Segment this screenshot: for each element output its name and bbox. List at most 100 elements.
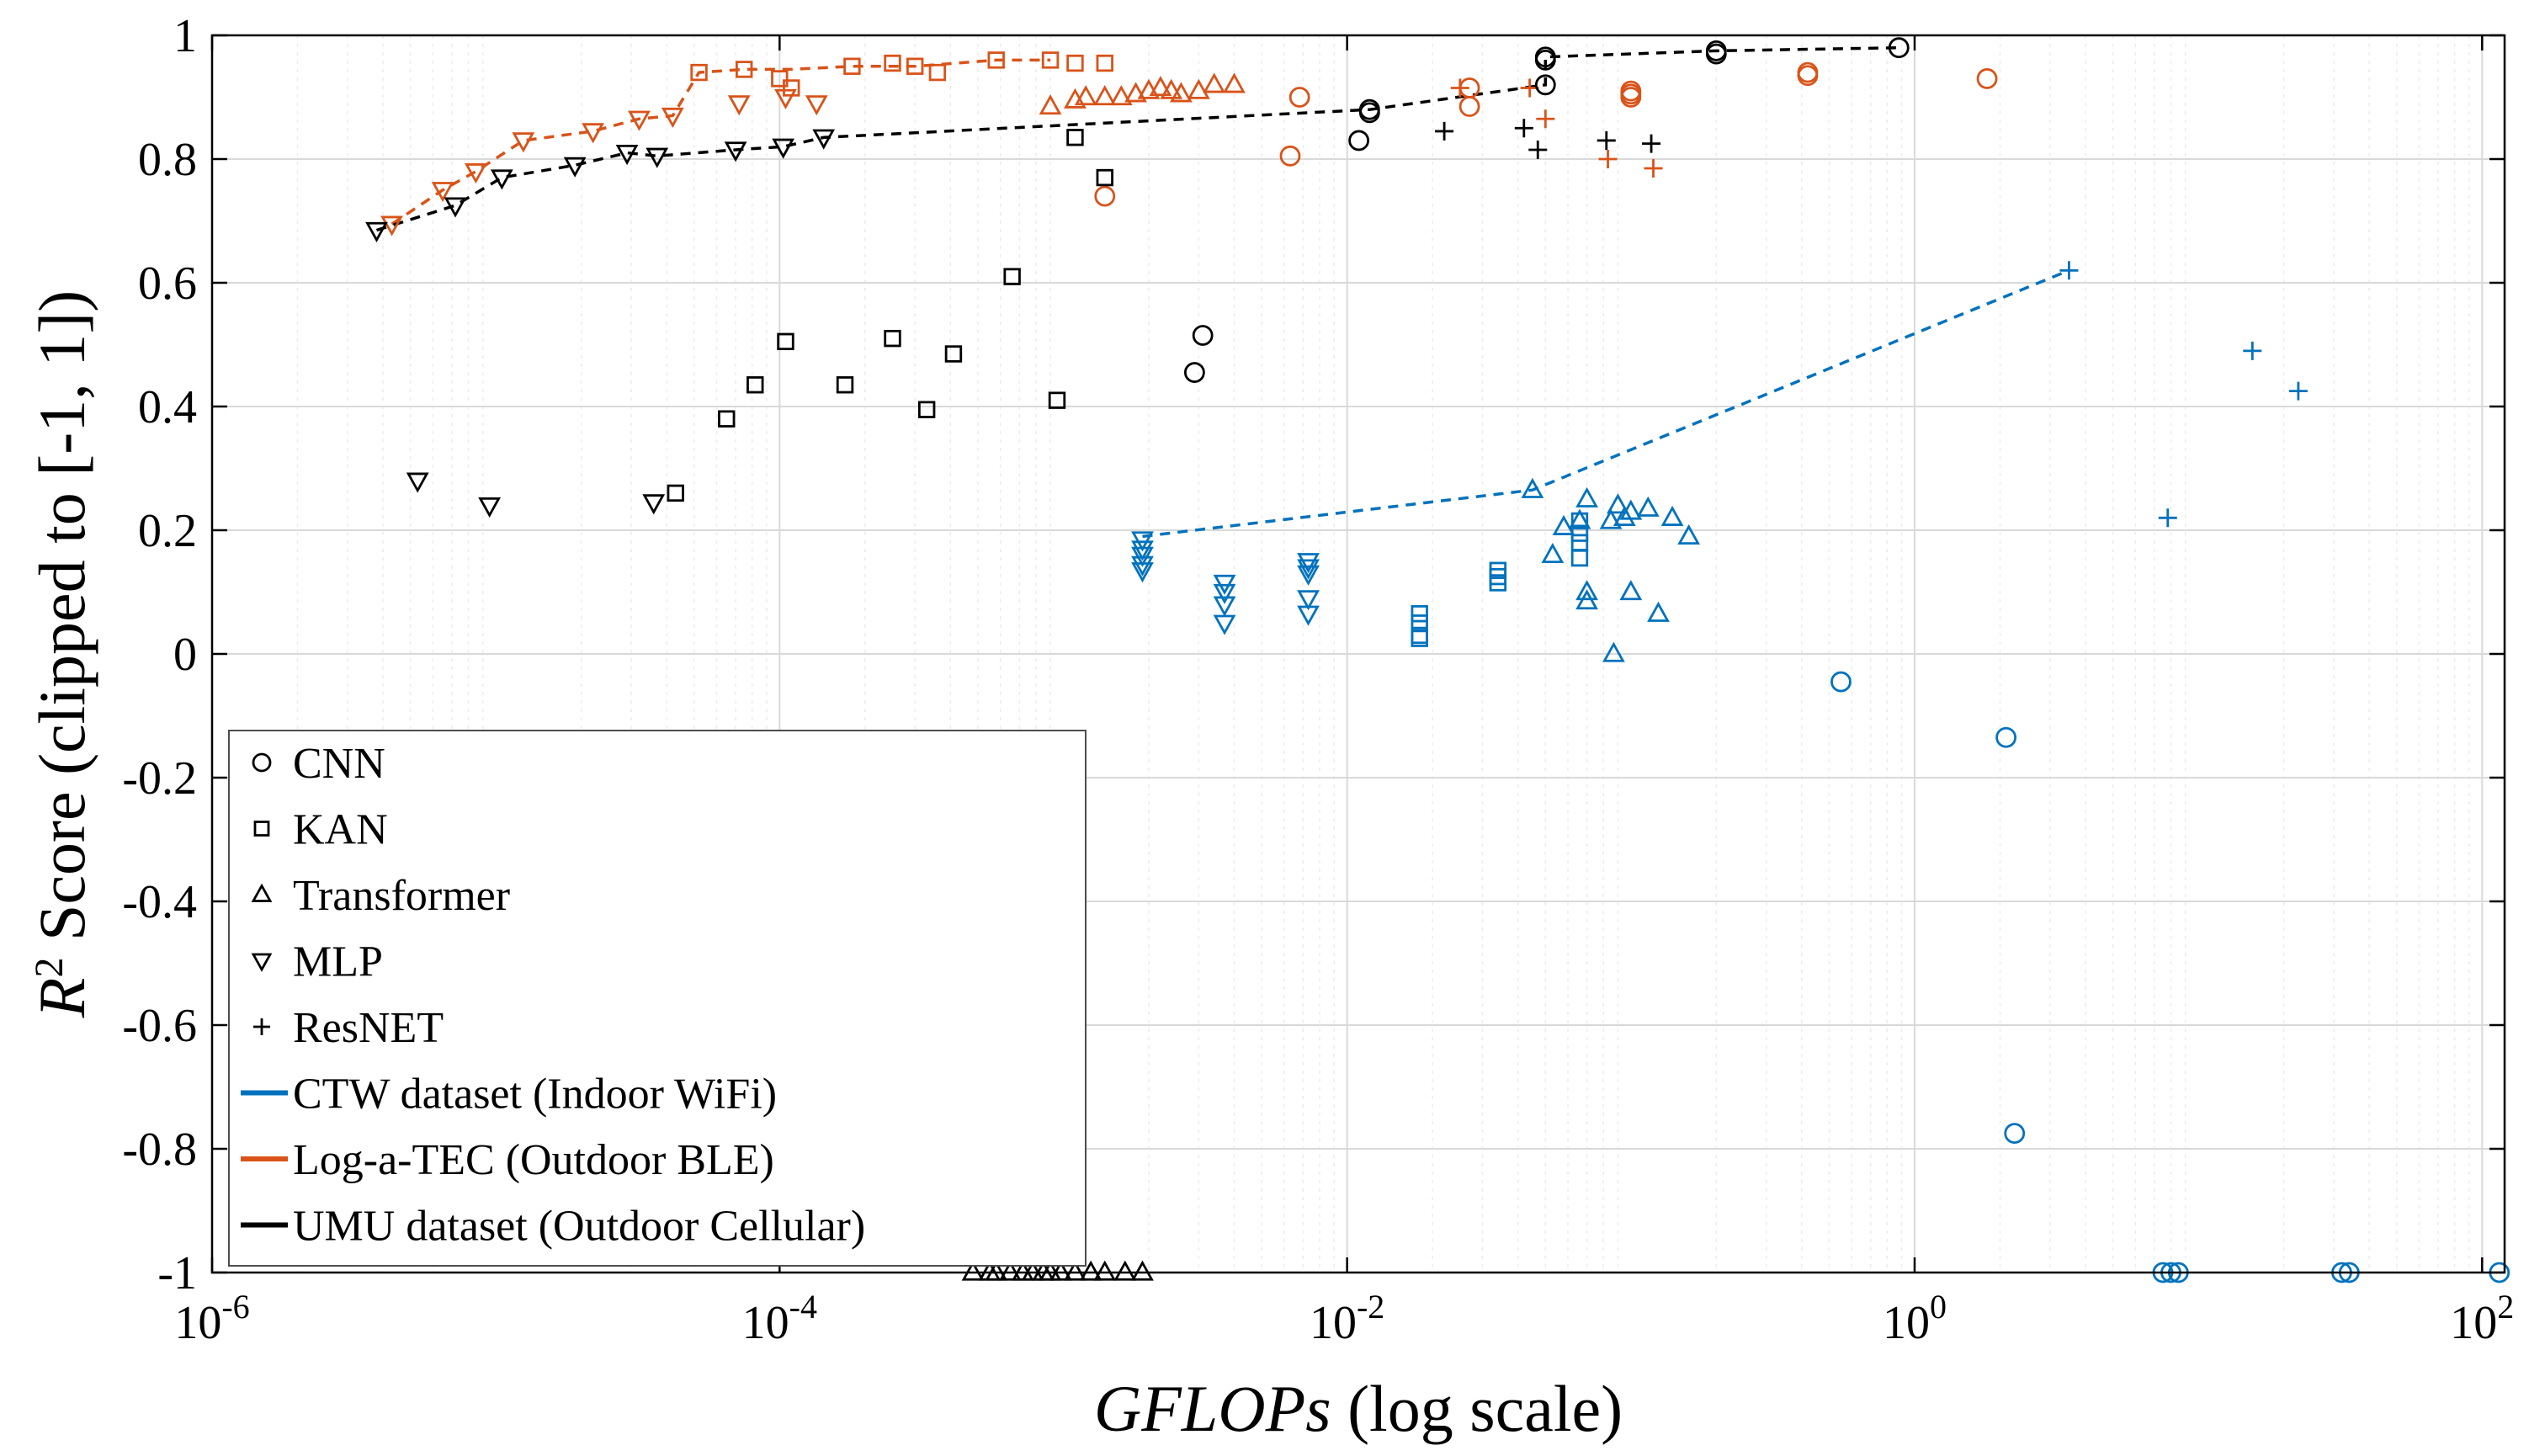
legend-marker-mlp [251, 953, 273, 972]
point-umu-mlp [615, 144, 639, 166]
point-log-transformer [1074, 85, 1097, 106]
point-ctw-mlp [1213, 614, 1236, 635]
point-umu-transformer [999, 1260, 1022, 1281]
point-umu-resnet [1597, 130, 1616, 150]
series-log-transformer [1039, 72, 1246, 115]
point-umu-mlp [646, 147, 669, 168]
point-log-transformer [1170, 82, 1193, 103]
point-umu-mlp [563, 157, 587, 178]
x-tick-exponent: 2 [2497, 1288, 2514, 1326]
point-log-mlp [512, 132, 535, 153]
legend-marker-resnet [253, 1018, 270, 1035]
point-log-kan [843, 57, 861, 75]
series-ctw-mlp [1131, 531, 1320, 635]
point-umu-mlp [812, 129, 836, 150]
point-umu-kan [746, 376, 764, 394]
point-umu-transformer [961, 1260, 985, 1281]
x-tick-base: 10 [1310, 1297, 1357, 1349]
point-umu-kan [718, 410, 736, 428]
point-umu-kan [884, 329, 901, 348]
point-log-transformer [1149, 76, 1172, 97]
point-log-mlp [380, 215, 403, 236]
y-tick-label: 0.6 [138, 258, 197, 310]
point-ctw-resnet [2288, 381, 2308, 401]
point-ctw-cnn [2004, 1123, 2026, 1145]
point-log-transformer [1039, 94, 1062, 115]
point-umu-resnet [1514, 119, 1533, 138]
point-log-transformer [1124, 82, 1147, 103]
series-ctw-resnet [2059, 261, 2308, 528]
point-ctw-kan [1570, 549, 1589, 567]
legend-label-resnet: ResNET [293, 1004, 444, 1052]
point-umu-transformer [1064, 1260, 1087, 1281]
y-tick-label: -0.2 [122, 752, 197, 805]
point-umu-transformer [1079, 1260, 1102, 1281]
point-ctw-transformer [1660, 505, 1684, 526]
point-ctw-mlp [1297, 605, 1320, 626]
series-ctw-kan [1411, 512, 1589, 647]
legend-label-transformer: Transformer [293, 872, 510, 920]
series-ctw-cnn [1830, 671, 2510, 1283]
point-umu-kan [917, 401, 936, 418]
point-log-cnn [1288, 87, 1310, 108]
series-umu-resnet [1435, 119, 1661, 159]
data-points [365, 37, 2510, 1283]
y-tick-label: 0.8 [138, 134, 197, 186]
x-axis-title-italic: GFLOPs [1094, 1372, 1331, 1445]
point-ctw-cnn [1995, 726, 2017, 748]
series-log-kan [690, 51, 1113, 97]
y-axis-title-symbol: R [25, 978, 98, 1019]
x-tick-base: 10 [2450, 1297, 2497, 1349]
point-umu-cnn [1534, 74, 1556, 96]
point-log-transformer [1160, 78, 1183, 99]
point-log-kan [1066, 54, 1084, 72]
point-umu-mlp [444, 197, 467, 218]
point-ctw-transformer [1613, 505, 1636, 526]
series-ctw-transformer [1521, 477, 1701, 662]
series-log-cnn [1094, 61, 1998, 207]
y-axis-title-superscript: 2 [27, 958, 72, 978]
x-tick-base: 10 [1883, 1297, 1930, 1349]
point-ctw-mlp [1297, 565, 1320, 586]
legend-marker-transformer [251, 883, 273, 902]
point-log-cnn [1797, 65, 1819, 87]
point-log-mlp [431, 182, 454, 203]
point-log-kan [1096, 54, 1113, 72]
point-umu-mlp [365, 221, 388, 242]
point-log-cnn [1620, 87, 1642, 108]
point-log-mlp [628, 110, 651, 131]
point-umu-kan [777, 332, 794, 351]
point-log-transformer [1223, 72, 1246, 93]
point-ctw-mlp [1297, 590, 1320, 611]
point-ctw-kan [1411, 630, 1428, 647]
legend-label-ctw: CTW dataset (Indoor WiFi) [293, 1071, 777, 1119]
series-log-mlp [380, 88, 828, 236]
legend-label-mlp: MLP [293, 938, 383, 986]
point-log-cnn [1279, 145, 1301, 167]
point-ctw-mlp [1131, 555, 1154, 577]
legend-label-cnn: CNN [293, 740, 385, 788]
x-tick-label: 10-6 [174, 1288, 249, 1349]
point-log-mlp [661, 107, 684, 128]
legend-box [228, 730, 1087, 1267]
x-tick-label: 10-2 [1310, 1288, 1384, 1349]
point-ctw-transformer [1647, 601, 1670, 622]
point-log-resnet [1644, 159, 1663, 178]
point-ctw-transformer [1541, 542, 1565, 564]
x-tick-base: 10 [174, 1297, 221, 1349]
point-log-cnn [1094, 185, 1116, 207]
legend-label-kan: KAN [293, 806, 388, 854]
point-ctw-transformer [1575, 580, 1598, 601]
point-umu-kan [1003, 268, 1021, 285]
point-ctw-transformer [1599, 508, 1623, 529]
y-tick-label: -0.6 [122, 1000, 197, 1052]
point-ctw-transformer [1568, 508, 1591, 529]
point-log-kan [906, 57, 924, 75]
point-ctw-mlp [1213, 596, 1236, 617]
point-umu-cnn [1183, 362, 1205, 383]
x-tick-label: 102 [2450, 1288, 2514, 1349]
series-umu-mlp [365, 129, 836, 518]
point-log-kan [928, 63, 947, 82]
point-log-transformer [1203, 72, 1226, 93]
point-log-mlp [727, 95, 751, 116]
